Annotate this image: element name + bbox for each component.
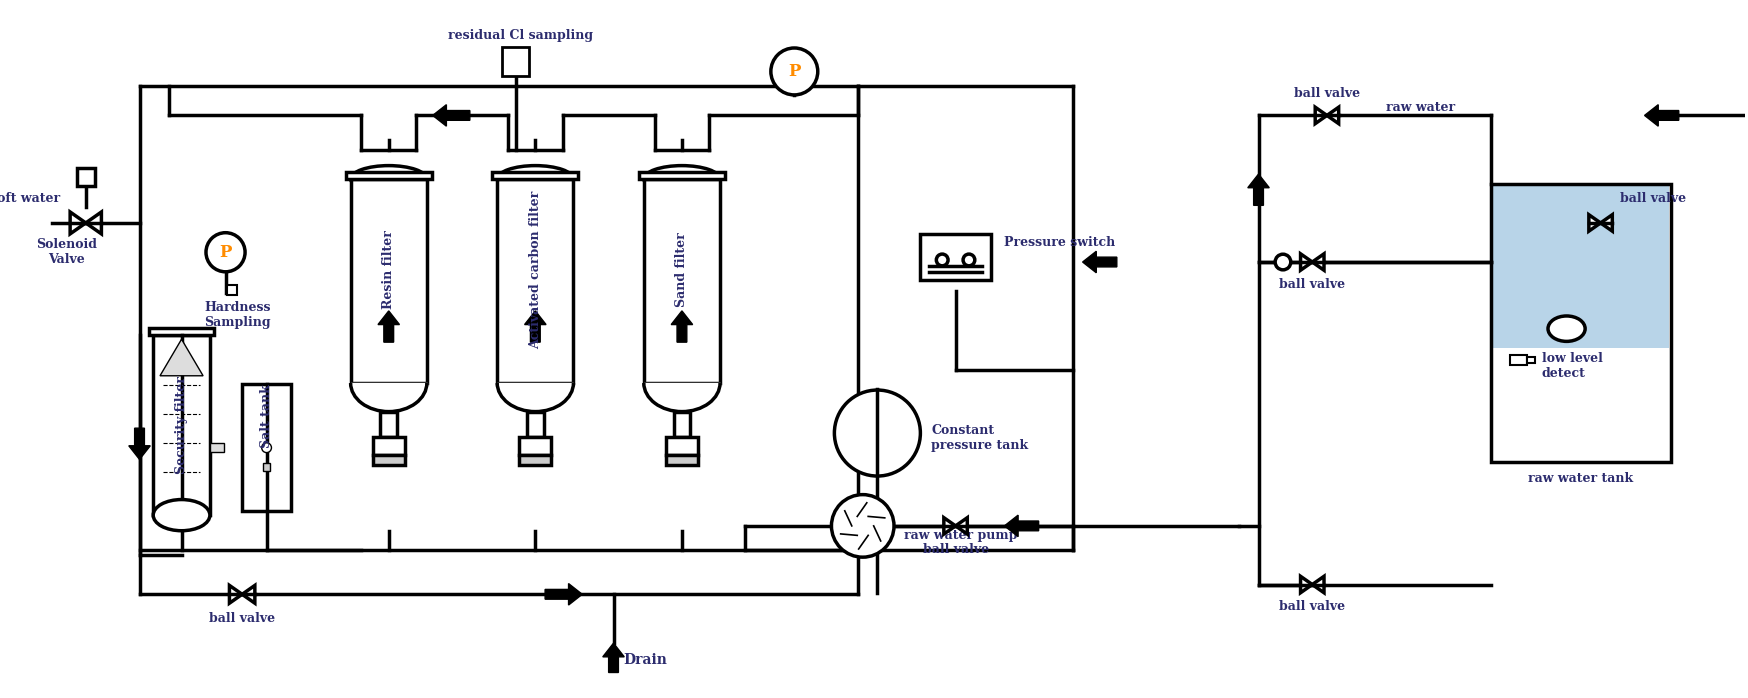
Text: raw water: raw water xyxy=(1386,101,1454,114)
Polygon shape xyxy=(1301,577,1313,593)
Text: Activated carbon filter: Activated carbon filter xyxy=(530,191,542,349)
Bar xyxy=(666,437,697,455)
Bar xyxy=(351,179,427,383)
Text: Soft water: Soft water xyxy=(0,193,59,205)
Polygon shape xyxy=(1313,577,1323,593)
Bar xyxy=(519,455,551,465)
Text: low level
detect: low level detect xyxy=(1542,352,1603,380)
Text: Hardness
Sampling: Hardness Sampling xyxy=(205,301,271,329)
Text: raw water tank: raw water tank xyxy=(1528,472,1634,485)
Polygon shape xyxy=(378,311,400,342)
Text: Sand filter: Sand filter xyxy=(675,232,689,307)
Polygon shape xyxy=(545,584,582,605)
Polygon shape xyxy=(1248,174,1269,205)
Bar xyxy=(381,412,397,437)
Text: Security filter: Security filter xyxy=(175,376,189,474)
Polygon shape xyxy=(129,428,150,459)
Text: raw water pump: raw water pump xyxy=(904,529,1017,542)
Ellipse shape xyxy=(643,165,720,192)
Text: Drain: Drain xyxy=(624,653,668,667)
Bar xyxy=(643,179,720,383)
Polygon shape xyxy=(1645,105,1678,126)
Polygon shape xyxy=(524,311,545,342)
Polygon shape xyxy=(434,105,470,126)
Polygon shape xyxy=(1082,251,1117,273)
Polygon shape xyxy=(1313,254,1323,270)
Polygon shape xyxy=(161,339,203,376)
Circle shape xyxy=(771,48,818,95)
Bar xyxy=(493,172,579,179)
Bar xyxy=(1491,184,1671,462)
Bar xyxy=(502,47,530,76)
Polygon shape xyxy=(1301,254,1313,270)
Circle shape xyxy=(206,232,245,272)
Bar xyxy=(1528,357,1535,363)
Circle shape xyxy=(832,495,893,557)
Bar xyxy=(526,412,544,437)
Bar xyxy=(666,455,697,465)
Polygon shape xyxy=(1327,107,1339,124)
Bar xyxy=(496,179,573,383)
Text: Constant
pressure tank: Constant pressure tank xyxy=(932,424,1028,452)
Polygon shape xyxy=(243,586,255,603)
Text: Resin filter: Resin filter xyxy=(383,230,395,309)
Bar xyxy=(77,168,94,186)
Polygon shape xyxy=(1314,107,1327,124)
Text: Solenoid
Valve: Solenoid Valve xyxy=(35,237,96,265)
Text: ball valve: ball valve xyxy=(1294,87,1360,100)
Ellipse shape xyxy=(1549,316,1585,341)
Polygon shape xyxy=(86,212,101,234)
Bar xyxy=(262,463,271,470)
Polygon shape xyxy=(956,518,967,534)
Bar xyxy=(1510,355,1528,364)
Polygon shape xyxy=(671,311,692,342)
Bar xyxy=(372,437,406,455)
Bar xyxy=(673,412,690,437)
Polygon shape xyxy=(1005,515,1038,537)
Text: Salt tank: Salt tank xyxy=(260,384,273,448)
Bar xyxy=(921,235,991,280)
Bar xyxy=(243,384,290,511)
Text: ball valve: ball valve xyxy=(210,612,274,625)
Text: ball valve: ball valve xyxy=(1280,278,1346,290)
Polygon shape xyxy=(70,212,86,234)
Bar xyxy=(154,335,210,515)
Circle shape xyxy=(262,443,271,452)
Ellipse shape xyxy=(496,165,573,192)
Text: Pressure switch: Pressure switch xyxy=(1005,236,1115,249)
Circle shape xyxy=(963,254,975,266)
Circle shape xyxy=(834,390,921,476)
Polygon shape xyxy=(944,518,956,534)
Text: ball valve: ball valve xyxy=(923,544,989,556)
Polygon shape xyxy=(603,643,624,672)
Bar xyxy=(1493,186,1669,348)
Polygon shape xyxy=(229,586,243,603)
Ellipse shape xyxy=(351,165,427,192)
Circle shape xyxy=(1274,254,1290,270)
Bar xyxy=(640,172,725,179)
Bar xyxy=(519,437,551,455)
Text: residual Cl sampling: residual Cl sampling xyxy=(447,29,593,42)
Bar xyxy=(227,285,238,295)
Bar xyxy=(149,329,213,335)
Text: P: P xyxy=(788,63,801,80)
Bar xyxy=(346,172,432,179)
Bar xyxy=(372,455,406,465)
Polygon shape xyxy=(1589,215,1601,231)
Text: P: P xyxy=(218,244,232,261)
Text: ball valve: ball valve xyxy=(1620,193,1687,205)
Bar xyxy=(210,443,224,452)
Polygon shape xyxy=(1601,215,1612,231)
Circle shape xyxy=(937,254,947,266)
Polygon shape xyxy=(0,212,24,234)
Text: ball valve: ball valve xyxy=(1280,600,1346,613)
Ellipse shape xyxy=(154,500,210,530)
